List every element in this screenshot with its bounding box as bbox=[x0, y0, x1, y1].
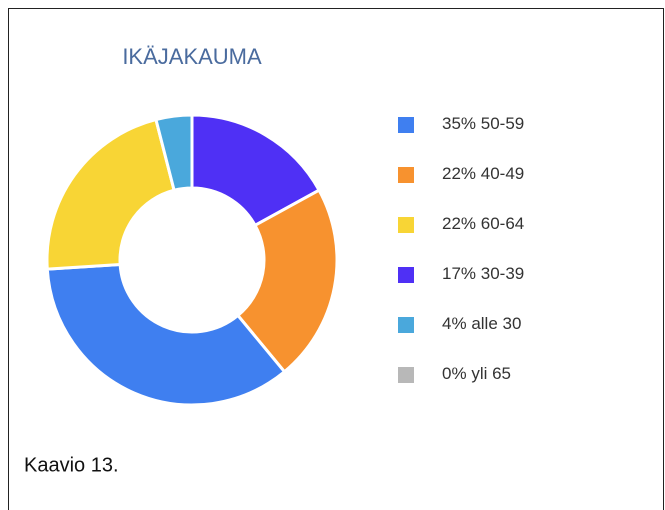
legend-label: 22% 40-49 bbox=[442, 164, 524, 183]
legend-category: 50-59 bbox=[481, 114, 524, 133]
legend-swatch bbox=[398, 217, 414, 233]
slice bbox=[235, 188, 339, 374]
legend-value: 35% bbox=[442, 114, 476, 133]
legend-category: 40-49 bbox=[481, 164, 524, 183]
legend-category: 60-64 bbox=[481, 214, 524, 233]
frame bbox=[8, 8, 664, 510]
legend-swatch bbox=[398, 317, 414, 333]
legend-value: 4% bbox=[442, 314, 467, 333]
slice bbox=[45, 262, 287, 407]
legend-swatch bbox=[398, 167, 414, 183]
legend-label: 0% yli 65 bbox=[442, 364, 511, 383]
legend-label: 17% 30-39 bbox=[442, 264, 524, 283]
legend-value: 22% bbox=[442, 214, 476, 233]
caption: Kaavio 13. bbox=[24, 454, 119, 476]
legend-label: 35% 50-59 bbox=[442, 114, 524, 133]
legend-swatch bbox=[398, 267, 414, 283]
slice bbox=[154, 113, 194, 193]
legend-swatch bbox=[398, 367, 414, 383]
slice bbox=[190, 113, 322, 228]
legend-category: 30-39 bbox=[481, 264, 524, 283]
legend-label: 4% alle 30 bbox=[442, 314, 521, 333]
legend-category: alle 30 bbox=[471, 314, 521, 333]
legend-category: yli 65 bbox=[471, 364, 511, 383]
chart-title: IKÄJAKAUMA bbox=[122, 44, 262, 69]
slice bbox=[45, 117, 176, 271]
legend-value: 0% bbox=[442, 364, 467, 383]
legend-value: 22% bbox=[442, 164, 476, 183]
legend-label: 22% 60-64 bbox=[442, 214, 524, 233]
legend-value: 17% bbox=[442, 264, 476, 283]
legend-swatch bbox=[398, 117, 414, 133]
